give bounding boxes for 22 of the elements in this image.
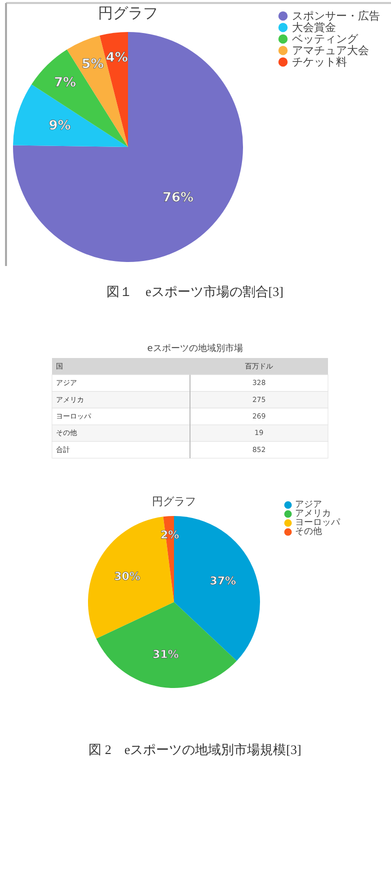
legend-label: スポンサー・広告 (292, 10, 380, 22)
chart-title: 円グラフ (152, 495, 196, 508)
caption: 図 2 eスポーツの地域別市場規模[3] (88, 742, 302, 757)
legend-label: その他 (295, 526, 322, 537)
data-label: 37% (210, 574, 236, 588)
text: eスポーツの地域別市場 (147, 343, 243, 354)
data-label: 31% (152, 648, 179, 662)
legend-label: ベッティング (292, 32, 359, 46)
caption: 図１ eスポーツ市場の割合[3] (106, 284, 284, 299)
data-label: 4% (106, 50, 128, 66)
data-label: 7% (54, 76, 76, 91)
legend-label: アジア (295, 500, 322, 510)
chart-title: 円グラフ (98, 4, 158, 22)
data-label: 5% (82, 57, 104, 72)
data-label: 30% (114, 570, 140, 583)
legend-label: チケット料 (292, 56, 347, 68)
legend-label: ヨーロッパ (295, 518, 342, 528)
data-label: 76% (162, 190, 194, 206)
legend-label: アメリカ (295, 509, 332, 519)
legend-label: アマチュア大会 (292, 44, 369, 57)
data-label: 9% (48, 118, 71, 134)
legend-label: 大会賞金 (292, 21, 336, 34)
